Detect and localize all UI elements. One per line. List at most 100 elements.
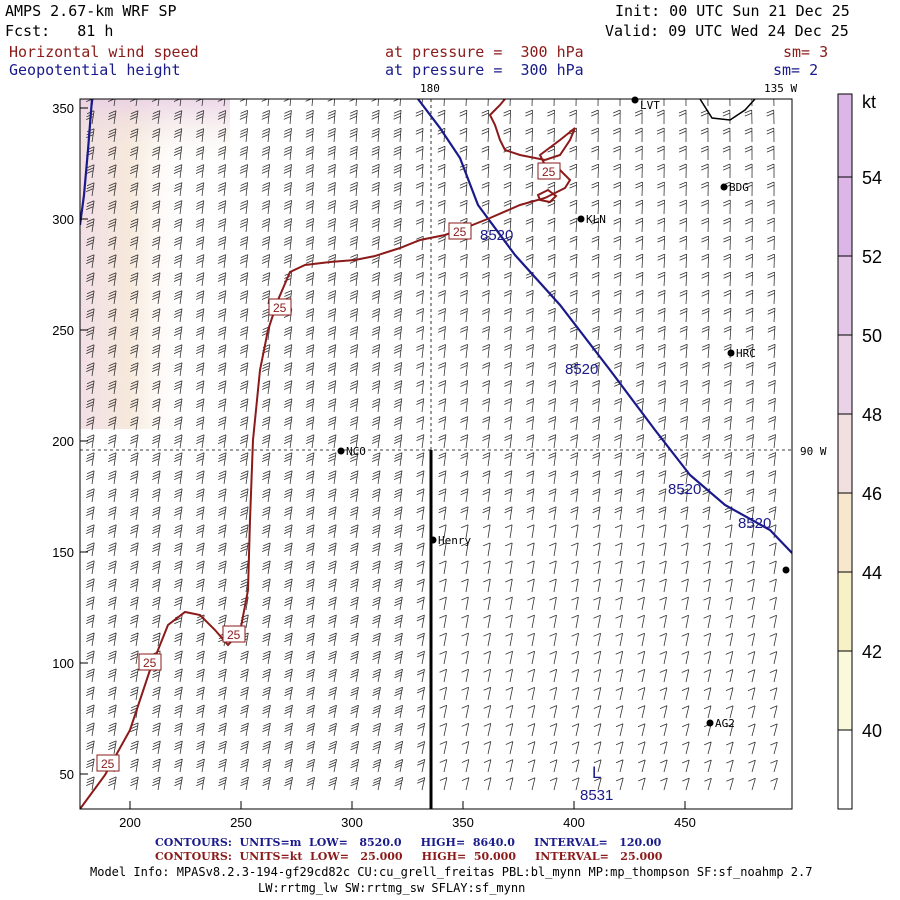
wind-barb — [262, 542, 271, 557]
wind-barb — [372, 740, 382, 755]
wind-barb — [635, 343, 644, 359]
wind-barb — [481, 326, 490, 341]
wind-barb — [569, 307, 578, 323]
wind-barb — [569, 235, 578, 251]
wind-barb — [151, 182, 161, 197]
wind-barb — [349, 218, 358, 233]
wind-barb — [350, 488, 359, 503]
wind-barb — [658, 452, 667, 467]
wind-barb — [86, 326, 95, 341]
wind-barb — [151, 272, 161, 287]
wind-barb — [725, 578, 733, 593]
wind-barb — [240, 650, 249, 665]
wind-barb — [679, 217, 687, 233]
wind-barb — [635, 325, 644, 341]
wind-barb — [262, 758, 271, 773]
wind-barb — [129, 146, 139, 161]
wind-barb — [217, 200, 227, 215]
wind-barb — [173, 290, 183, 305]
wind-barb — [416, 362, 425, 377]
wind-barb — [681, 651, 690, 665]
wind-barb — [371, 362, 381, 377]
wind-barb — [460, 344, 468, 359]
wind-barb — [659, 578, 667, 593]
wind-barb — [261, 272, 271, 287]
wind-barb — [745, 253, 753, 269]
wind-barb — [681, 560, 689, 575]
wind-barb — [129, 182, 139, 197]
wind-barb — [218, 596, 227, 611]
wind-barb — [218, 650, 227, 665]
wind-barb — [593, 759, 602, 773]
wind-barb — [86, 254, 95, 269]
wind-barb — [130, 686, 139, 701]
wind-barb — [416, 542, 425, 557]
wind-barb — [86, 182, 95, 197]
wind-barb — [305, 416, 315, 431]
wind-barb — [613, 307, 622, 323]
station-ag2: AG2 — [706, 717, 735, 730]
wind-barb — [570, 488, 579, 503]
wind-barb — [593, 650, 602, 665]
wind-barb — [527, 560, 535, 575]
wind-barb — [327, 380, 337, 395]
wind-barb — [173, 182, 183, 197]
wind-barb — [152, 398, 161, 413]
wind-barb — [482, 362, 490, 377]
wind-barb — [86, 578, 95, 593]
wind-barb — [460, 380, 469, 395]
wind-barb — [174, 434, 183, 449]
wind-barb — [660, 759, 668, 773]
wind-barb — [328, 632, 337, 647]
wind-barb — [725, 651, 734, 665]
wind-barb — [240, 704, 249, 719]
wind-barb — [196, 542, 205, 557]
wind-barb — [704, 759, 712, 773]
wind-barb — [86, 758, 95, 773]
wind-barb — [461, 704, 470, 719]
wind-barb — [262, 686, 271, 701]
wind-barb — [305, 452, 315, 467]
wind-barb — [305, 470, 315, 485]
wind-barb — [108, 200, 117, 215]
wind-barb — [525, 217, 534, 233]
wind-barb — [306, 542, 315, 557]
wind-barb — [86, 650, 95, 665]
wind-barb — [284, 560, 293, 575]
wind-barb — [416, 596, 425, 611]
wind-barb — [637, 650, 646, 665]
wind-barb — [767, 289, 776, 305]
colorbar-label: 48 — [862, 405, 882, 425]
wind-barb — [769, 687, 778, 701]
wind-barb — [438, 434, 447, 449]
wind-barb — [174, 758, 183, 773]
wind-barb — [659, 687, 668, 701]
wind-barb — [503, 289, 512, 305]
x-tick: 350 — [452, 815, 474, 830]
wind-barb — [437, 217, 446, 233]
wind-barb — [327, 272, 336, 287]
height-contours — [80, 99, 792, 554]
wind-barb — [571, 759, 580, 773]
wind-barb — [108, 524, 117, 539]
wind-barb — [726, 777, 734, 791]
wind-barb — [217, 416, 227, 431]
wind-barb — [747, 633, 756, 647]
wind-barb — [173, 272, 183, 287]
wind-barb — [482, 344, 490, 359]
wind-barb — [613, 253, 622, 269]
wind-barb — [130, 362, 139, 377]
wind-barb — [283, 344, 293, 359]
wind-barb — [349, 181, 358, 197]
wind-barb — [594, 777, 602, 791]
colorbar-label: 44 — [862, 563, 882, 583]
x-tick: 250 — [230, 815, 252, 830]
wind-barb — [371, 290, 380, 305]
wind-barb — [704, 741, 712, 755]
wind-barb — [174, 470, 183, 485]
wind-barb — [549, 741, 558, 755]
wind-barb — [549, 759, 558, 773]
x-tick: 300 — [341, 815, 363, 830]
wind-barb — [108, 578, 117, 593]
wind-barb — [615, 542, 623, 557]
